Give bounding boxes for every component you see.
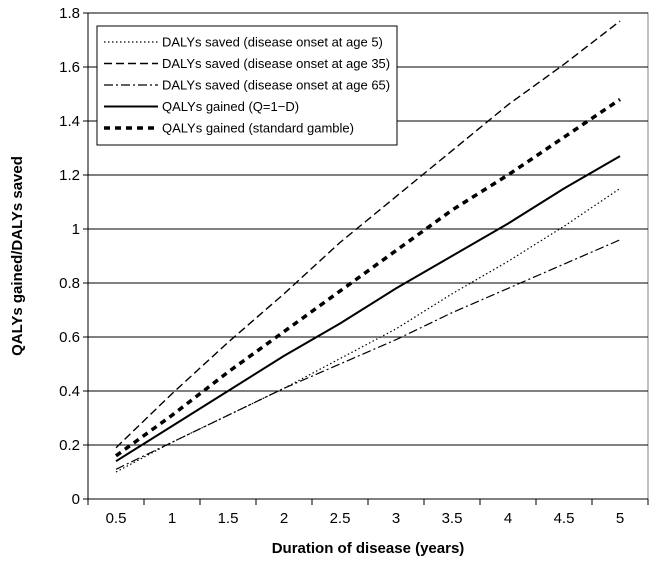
x-tick-label: 0.5: [106, 510, 127, 527]
y-tick-label: 1.2: [59, 167, 80, 184]
legend-entry-label: QALYs gained (Q=1−D): [162, 99, 299, 114]
legend-entry-label: DALYs saved (disease onset at age 65): [162, 78, 390, 93]
y-tick-label: 1.8: [59, 5, 80, 22]
x-tick-label: 5: [616, 510, 624, 527]
legend-entry-label: DALYs saved (disease onset at age 35): [162, 56, 390, 71]
x-tick-label: 4: [504, 510, 512, 527]
legend-entry-label: QALYs gained (standard gamble): [162, 121, 354, 136]
series-line-2: [115, 20, 621, 449]
y-tick-label: 1: [72, 221, 80, 238]
x-tick-label: 4.5: [554, 510, 575, 527]
y-axis-title: QALYs gained/DALYs saved: [9, 156, 26, 356]
x-axis-title: Duration of disease (years): [272, 540, 465, 557]
x-tick-label: 2.5: [330, 510, 351, 527]
y-tick-label: 0: [72, 491, 80, 508]
y-tick-labels: 0 0.2 0.4 0.6 0.8 1 1.2 1.4 1.6 1.8: [59, 5, 80, 508]
y-tick-label: 1.4: [59, 113, 80, 130]
series-line-3: [115, 239, 621, 470]
y-tick-label: 0.4: [59, 383, 80, 400]
x-tick-label: 3.5: [442, 510, 463, 527]
x-tick-label: 3: [392, 510, 400, 527]
legend: DALYs saved (disease onset at age 5) DALY…: [96, 25, 398, 146]
axes: [83, 12, 649, 505]
x-tick-label: 1.5: [218, 510, 239, 527]
x-tick-label: 2: [280, 510, 288, 527]
gridlines: [88, 12, 648, 446]
legend-entry-label: DALYs saved (disease onset at age 5): [162, 35, 383, 50]
y-tick-label: 1.6: [59, 59, 80, 76]
series-line-5: [114, 97, 621, 458]
series-lines: [114, 20, 621, 473]
y-tick-label: 0.8: [59, 275, 80, 292]
y-tick-label: 0.6: [59, 329, 80, 346]
x-tick-label: 1: [168, 510, 176, 527]
series-line-4: [115, 155, 621, 463]
x-tick-labels: 0.5 1 1.5 2 2.5 3 3.5 4 4.5 5: [106, 510, 625, 527]
y-tick-label: 0.2: [59, 437, 80, 454]
